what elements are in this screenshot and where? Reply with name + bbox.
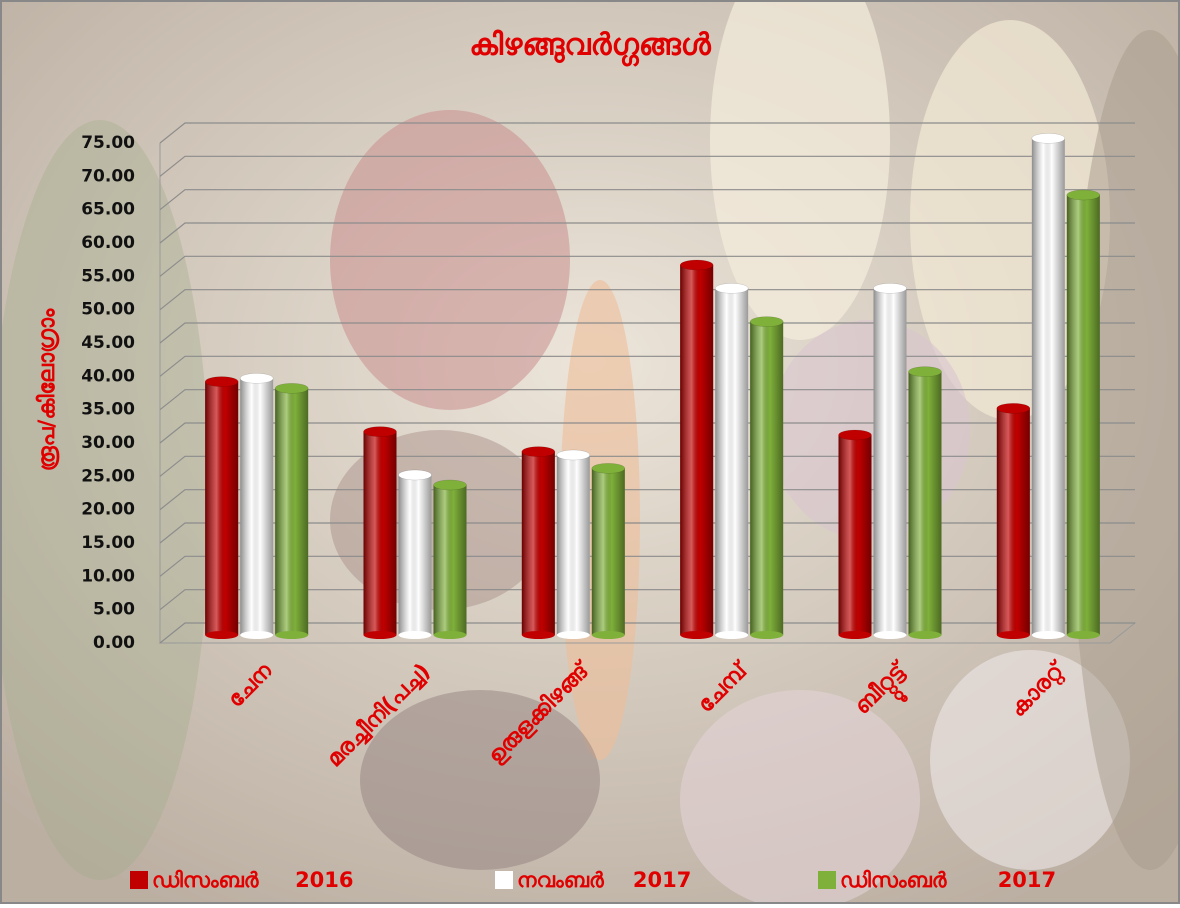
grid-line (159, 289, 1135, 311)
bar-shading (1031, 138, 1065, 636)
bar-shading (715, 288, 749, 635)
grid-line (159, 389, 1135, 411)
bar-top (556, 449, 591, 461)
bar-shading (750, 321, 784, 635)
legend-swatch (495, 871, 513, 889)
y-tick-label: 15.00 (81, 533, 135, 553)
grid-line (159, 622, 1135, 644)
bar-shading (1066, 195, 1100, 635)
grid-line (159, 222, 1135, 244)
bar-top (398, 469, 432, 481)
y-tick-label: 20.00 (81, 500, 135, 520)
legend-swatch (130, 871, 148, 889)
grid-line (159, 489, 1135, 511)
legend-label: ഡിസംബർ 2016 (152, 868, 354, 892)
legend-label: ഡിസംബർ 2017 (840, 868, 1056, 892)
grid-line (159, 589, 1135, 611)
bar-bottom (433, 631, 467, 639)
y-tick-label: 50.00 (81, 300, 135, 320)
bar-top (433, 479, 467, 491)
grid-line (159, 255, 1135, 277)
y-tick-label: 70.00 (81, 166, 135, 186)
bar-shading (398, 475, 432, 635)
bar-bottom (363, 631, 397, 639)
y-tick-label: 75.00 (81, 133, 135, 153)
bar-bottom (715, 631, 749, 639)
bar-bottom (521, 631, 555, 639)
grid-line (159, 322, 1135, 344)
bar-bottom (873, 631, 907, 639)
bar-top (274, 383, 309, 394)
grid-line (159, 155, 1135, 177)
bar-bottom (240, 631, 274, 639)
bar-shading (205, 381, 239, 635)
bar-shading (275, 388, 309, 635)
bar-bottom (750, 631, 784, 639)
grid-line (159, 522, 1135, 544)
y-tick-label: 0.00 (93, 633, 135, 653)
bar-bottom (838, 631, 872, 639)
bar-shading (240, 378, 274, 635)
y-tick-label: 65.00 (81, 200, 135, 220)
grid-line (159, 455, 1135, 477)
bar-bottom (1031, 631, 1065, 639)
chart-title: കിഴങ്ങുവർഗ്ഗങ്ങൾ (469, 28, 711, 68)
bar-top (714, 283, 749, 294)
y-tick-label: 25.00 (81, 466, 135, 486)
grid-line (159, 555, 1135, 577)
bar-top (679, 259, 714, 271)
bar-top (521, 446, 556, 457)
bar-bottom (1066, 631, 1100, 639)
bar-bottom (205, 631, 239, 639)
y-tick-label: 40.00 (81, 366, 135, 386)
bar-top (591, 463, 626, 474)
legend-swatch (818, 871, 836, 889)
y-tick-label: 35.00 (81, 400, 135, 420)
grid-line (159, 189, 1135, 211)
bar-shading (433, 485, 467, 635)
bar-shading (680, 265, 714, 635)
bar-top (204, 376, 239, 387)
bar-top (1031, 133, 1066, 144)
bar-shading (363, 431, 397, 635)
y-tick-label: 5.00 (93, 600, 135, 620)
y-tick-label: 45.00 (81, 333, 135, 353)
bar-top (239, 373, 274, 384)
bar-top (1066, 189, 1101, 201)
bar-shading (838, 435, 872, 635)
bar-shading (996, 408, 1030, 635)
grid-line (159, 355, 1135, 377)
bar-bottom (556, 631, 590, 639)
bar-bottom (591, 631, 625, 639)
bar-bottom (996, 631, 1030, 639)
bar-shading (873, 288, 907, 635)
grid-line (159, 122, 1135, 144)
bar-shading (556, 455, 590, 635)
y-tick-label: 55.00 (81, 266, 135, 286)
bar-bottom (398, 631, 432, 639)
bar-top (838, 429, 872, 441)
bar-bottom (908, 631, 942, 639)
y-tick-label: 10.00 (81, 566, 135, 586)
bar-shading (908, 371, 942, 635)
legend-label: നവംബർ 2017 (517, 868, 691, 892)
bar-top (996, 403, 1031, 414)
bar-top (749, 316, 784, 327)
y-tick-label: 30.00 (81, 433, 135, 453)
bar-shading (521, 451, 555, 635)
y-tick-label: 60.00 (81, 233, 135, 253)
bar-top (908, 366, 942, 377)
bar-bottom (680, 631, 714, 639)
grid-line (159, 422, 1135, 444)
bar-top (873, 283, 907, 294)
bar-shading (591, 468, 625, 635)
bar-bottom (275, 631, 309, 639)
bar-top (363, 426, 397, 437)
y-axis-label: രൂപ/കിലോഗ്രാം (35, 308, 60, 471)
